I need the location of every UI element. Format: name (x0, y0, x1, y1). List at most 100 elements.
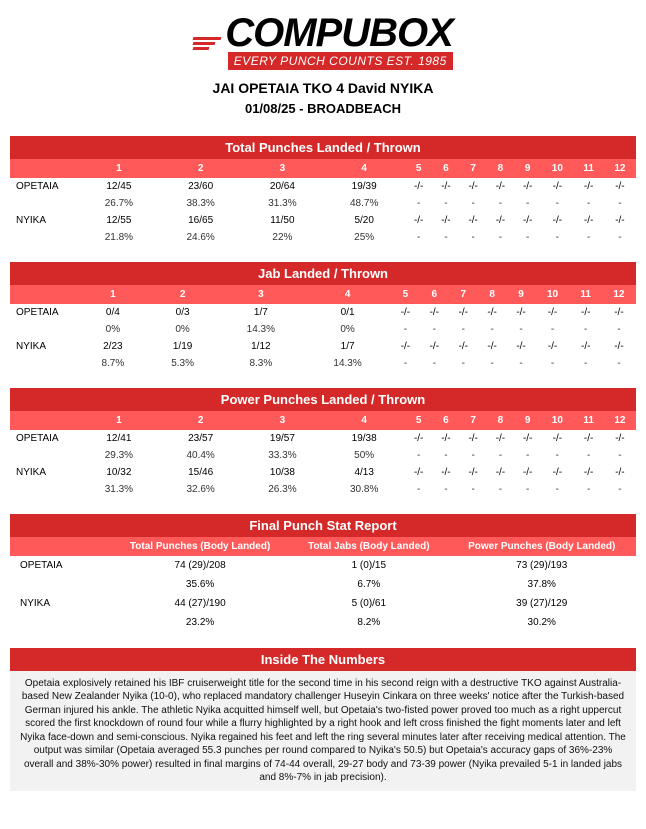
stat-cell: -/- (449, 304, 478, 321)
stat-cell: -/- (507, 338, 536, 355)
round-header: 8 (478, 285, 507, 304)
fight-subtitle: 01/08/25 - BROADBEACH (10, 101, 636, 116)
round-header: 12 (604, 411, 636, 430)
stat-cell: -/- (570, 304, 602, 321)
final-stat-cell: 1 (0)/15 (290, 556, 447, 575)
stat-cell: -/- (541, 178, 573, 195)
pct-cell: 25% (323, 229, 405, 246)
pct-cell: - (478, 321, 507, 338)
stat-cell: -/- (405, 178, 432, 195)
stat-cell: 12/41 (78, 430, 160, 447)
stat-cell: 1/7 (304, 338, 391, 355)
fighter-name: NYIKA (10, 338, 78, 355)
round-header: 11 (573, 411, 603, 430)
pct-cell: - (460, 195, 487, 212)
stat-cell: -/- (391, 338, 420, 355)
round-header: 5 (405, 159, 432, 178)
pct-cell: 38.3% (160, 195, 242, 212)
pct-cell: - (573, 229, 603, 246)
stat-cell: 23/60 (160, 178, 242, 195)
pct-cell: - (432, 229, 459, 246)
round-header: 1 (78, 159, 160, 178)
pct-cell: - (536, 321, 570, 338)
final-stat-cell: 5 (0)/61 (290, 594, 447, 613)
logo-tagline: EVERY PUNCH COUNTS EST. 1985 (228, 52, 453, 70)
pct-cell: 33.3% (242, 447, 324, 464)
final-table: Total Punches (Body Landed)Total Jabs (B… (10, 537, 636, 632)
round-header: 1 (78, 285, 148, 304)
round-header: 4 (323, 159, 405, 178)
pct-cell: - (487, 447, 514, 464)
pct-cell: - (487, 481, 514, 498)
inside-header: Inside The Numbers (10, 648, 636, 671)
pct-cell: 21.8% (78, 229, 160, 246)
stat-cell: -/- (432, 430, 459, 447)
stat-cell: -/- (432, 464, 459, 481)
fighter-name: OPETAIA (10, 304, 78, 321)
logo-bars (193, 35, 221, 52)
stat-cell: -/- (449, 338, 478, 355)
stat-cell: -/- (432, 178, 459, 195)
final-pct-cell: 35.6% (110, 575, 290, 594)
stat-cell: -/- (487, 430, 514, 447)
stat-cell: -/- (432, 212, 459, 229)
pct-cell: - (604, 229, 636, 246)
power-table: 123456789101112OPETAIA12/4123/5719/5719/… (10, 411, 636, 498)
pct-cell: - (514, 481, 541, 498)
stat-cell: -/- (405, 212, 432, 229)
pct-cell: - (514, 447, 541, 464)
stat-cell: -/- (541, 430, 573, 447)
stat-cell: -/- (536, 304, 570, 321)
pct-cell: - (432, 195, 459, 212)
pct-cell: - (570, 355, 602, 372)
pct-cell: - (514, 229, 541, 246)
pct-cell: - (507, 355, 536, 372)
stat-cell: 10/38 (242, 464, 324, 481)
pct-cell: - (420, 355, 449, 372)
round-header: 7 (460, 411, 487, 430)
pct-cell: - (604, 481, 636, 498)
final-pct-cell: 8.2% (290, 613, 447, 632)
pct-cell: 0% (78, 321, 148, 338)
round-header: 11 (573, 159, 603, 178)
pct-cell: 14.3% (217, 321, 304, 338)
stat-cell: 12/55 (78, 212, 160, 229)
pct-cell: - (487, 229, 514, 246)
pct-cell: - (487, 195, 514, 212)
jab-section: Jab Landed / Thrown123456789101112OPETAI… (10, 262, 636, 372)
pct-cell: - (541, 447, 573, 464)
stat-cell: -/- (604, 430, 636, 447)
total-header: Total Punches Landed / Thrown (10, 136, 636, 159)
total-table: 123456789101112OPETAIA12/4523/6020/6419/… (10, 159, 636, 246)
final-stat-cell: 74 (29)/208 (110, 556, 290, 575)
round-header: 7 (449, 285, 478, 304)
stat-cell: -/- (405, 430, 432, 447)
stat-cell: -/- (514, 178, 541, 195)
pct-cell: - (514, 195, 541, 212)
pct-cell: 31.3% (242, 195, 324, 212)
pct-cell: 0% (304, 321, 391, 338)
inside-text: Opetaia explosively retained his IBF cru… (10, 671, 636, 791)
pct-cell: - (460, 447, 487, 464)
stat-cell: -/- (420, 338, 449, 355)
stat-cell: -/- (604, 464, 636, 481)
final-col-header: Power Punches (Body Landed) (447, 537, 636, 556)
round-header: 6 (432, 411, 459, 430)
round-header: 9 (507, 285, 536, 304)
stat-cell: -/- (604, 212, 636, 229)
pct-cell: - (602, 355, 636, 372)
stat-cell: 4/13 (323, 464, 405, 481)
round-header: 3 (242, 411, 324, 430)
pct-cell: 32.6% (160, 481, 242, 498)
final-col-header: Total Jabs (Body Landed) (290, 537, 447, 556)
stat-cell: 0/3 (148, 304, 218, 321)
fighter-name: NYIKA (10, 594, 110, 613)
stat-cell: -/- (405, 464, 432, 481)
jab-header: Jab Landed / Thrown (10, 262, 636, 285)
fight-title: JAI OPETAIA TKO 4 David NYIKA (10, 80, 636, 96)
final-col-header: Total Punches (Body Landed) (110, 537, 290, 556)
final-header: Final Punch Stat Report (10, 514, 636, 537)
stat-cell: 0/1 (304, 304, 391, 321)
round-header: 2 (160, 411, 242, 430)
fighter-name: OPETAIA (10, 430, 78, 447)
